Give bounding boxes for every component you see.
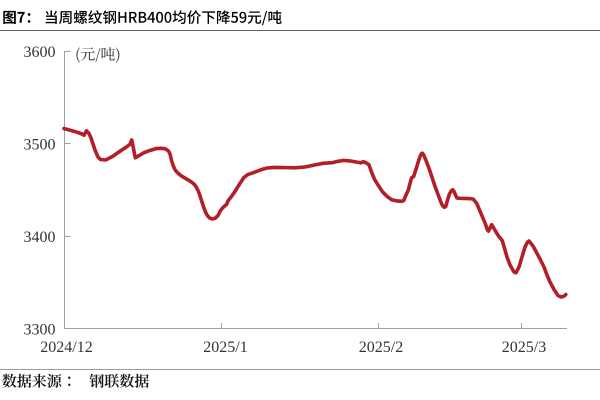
svg-text:2025/1: 2025/1 [203, 339, 247, 356]
svg-text:2024/12: 2024/12 [40, 339, 92, 356]
svg-text:3400: 3400 [24, 229, 56, 246]
svg-text:2025/3: 2025/3 [502, 339, 546, 356]
svg-text:3500: 3500 [24, 136, 56, 153]
svg-text:3600: 3600 [24, 44, 56, 61]
svg-text:3300: 3300 [24, 321, 56, 338]
svg-text:2025/2: 2025/2 [359, 339, 403, 356]
